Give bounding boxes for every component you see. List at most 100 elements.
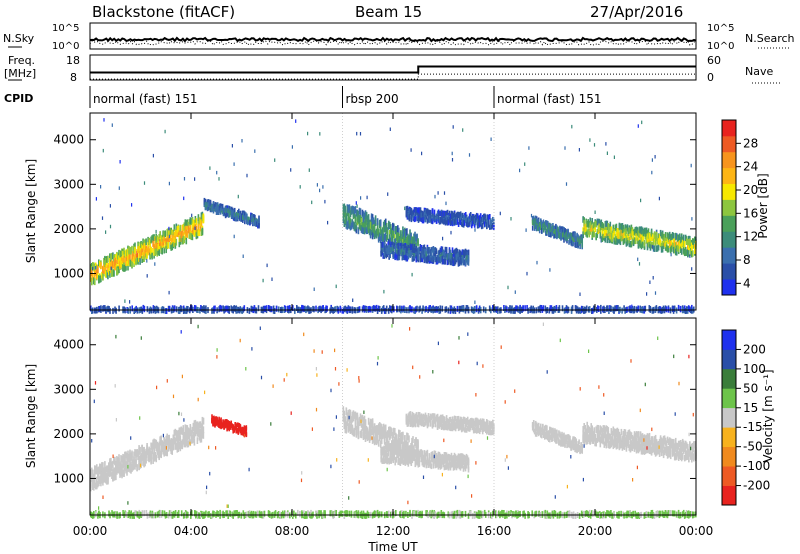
echo-cell xyxy=(432,460,435,466)
echo-cell xyxy=(628,227,631,234)
echo-cell xyxy=(572,235,574,241)
echo-cell xyxy=(633,237,636,245)
echo-cell xyxy=(184,440,187,448)
echo-cell xyxy=(415,256,418,263)
echo-cell xyxy=(669,243,672,250)
echo-cell xyxy=(439,253,442,260)
echo-cell xyxy=(641,231,644,238)
echo-cell xyxy=(484,221,486,227)
echo-cell xyxy=(442,249,445,256)
echo-cell xyxy=(355,427,358,435)
echo-cell xyxy=(372,217,375,225)
echo-cell xyxy=(440,212,443,218)
echo-cell xyxy=(213,206,216,212)
echo-cell xyxy=(378,429,381,437)
echo-cell xyxy=(90,263,92,271)
echo-cell xyxy=(99,476,101,483)
echo-cell xyxy=(546,220,548,226)
echo-cell xyxy=(437,209,440,215)
echo-cell xyxy=(634,237,637,244)
echo-cell xyxy=(103,467,105,475)
echo-cell xyxy=(215,210,218,215)
echo-cell xyxy=(455,254,458,261)
echo-cell xyxy=(315,305,317,312)
echo-cell xyxy=(465,216,468,222)
echo-cell xyxy=(230,305,233,312)
echo-cell xyxy=(549,305,552,312)
echo-cell xyxy=(336,305,339,312)
nsky-tick-bottom: 10^0 xyxy=(52,41,79,52)
echo-cell xyxy=(643,240,646,247)
echo-cell xyxy=(225,422,227,427)
echo-cell xyxy=(534,223,537,229)
echo-cell xyxy=(98,466,100,474)
echo-cell xyxy=(691,251,693,258)
echo-cell xyxy=(93,483,95,491)
echo-cell xyxy=(370,221,373,229)
echo-cell xyxy=(258,218,260,223)
echo-cell xyxy=(676,234,679,241)
echo-cell xyxy=(422,211,425,217)
echo-cell xyxy=(383,246,386,253)
echo-cell xyxy=(406,447,409,454)
echo-noise xyxy=(168,290,170,295)
echo-cell xyxy=(171,438,174,446)
echo-cell xyxy=(646,230,649,237)
echo-cell xyxy=(688,250,690,257)
echo-cell xyxy=(677,241,680,248)
echo-cell xyxy=(631,237,634,244)
echo-cell xyxy=(432,247,435,253)
echo-noise xyxy=(299,185,301,189)
echo-cell xyxy=(394,438,396,446)
echo-cell xyxy=(111,269,113,276)
echo-cell xyxy=(582,216,585,223)
echo-cell xyxy=(223,425,225,430)
echo-cell xyxy=(169,442,172,450)
echo-cell xyxy=(179,228,182,236)
echo-noise xyxy=(356,204,358,208)
echo-cell xyxy=(164,230,167,238)
echo-cell xyxy=(172,443,175,451)
echo-cell xyxy=(586,220,589,228)
echo-cell xyxy=(170,238,173,245)
echo-cell xyxy=(510,307,512,314)
echo-cell xyxy=(221,422,223,427)
echo-cell xyxy=(431,211,434,217)
echo-cell xyxy=(397,459,400,465)
echo-cell xyxy=(151,252,153,260)
echo-noise xyxy=(94,266,97,270)
echo-cell xyxy=(573,236,575,242)
echo-cell xyxy=(126,254,128,262)
echo-noise xyxy=(605,142,607,146)
echo-cell xyxy=(127,263,129,271)
echo-cell xyxy=(344,416,347,424)
echo-cell xyxy=(145,456,147,464)
echo-cell xyxy=(448,252,451,259)
echo-cell xyxy=(157,248,160,255)
echo-cell xyxy=(351,411,354,419)
echo-cell xyxy=(418,209,421,215)
echo-cell xyxy=(450,210,453,216)
echo-cell xyxy=(175,223,178,231)
echo-noise xyxy=(565,182,568,186)
echo-cell xyxy=(413,247,416,254)
echo-cell xyxy=(219,418,221,424)
nsearch-label: N.Search xyxy=(745,32,795,45)
echo-cell xyxy=(112,307,114,314)
echo-cell xyxy=(341,307,344,314)
echo-cell xyxy=(219,304,221,311)
echo-cell xyxy=(118,249,120,257)
echo-cell xyxy=(150,236,152,244)
echo-cell xyxy=(424,217,427,223)
echo-cell xyxy=(193,219,196,227)
echo-cell xyxy=(582,231,585,238)
echo-cell xyxy=(694,247,696,255)
echo-cell xyxy=(593,221,596,229)
echo-cell xyxy=(553,305,556,312)
echo-cell xyxy=(170,447,173,454)
echo-cell xyxy=(426,246,429,253)
echo-cell xyxy=(304,305,306,312)
echo-cell xyxy=(604,236,607,243)
echo-cell xyxy=(615,305,617,312)
